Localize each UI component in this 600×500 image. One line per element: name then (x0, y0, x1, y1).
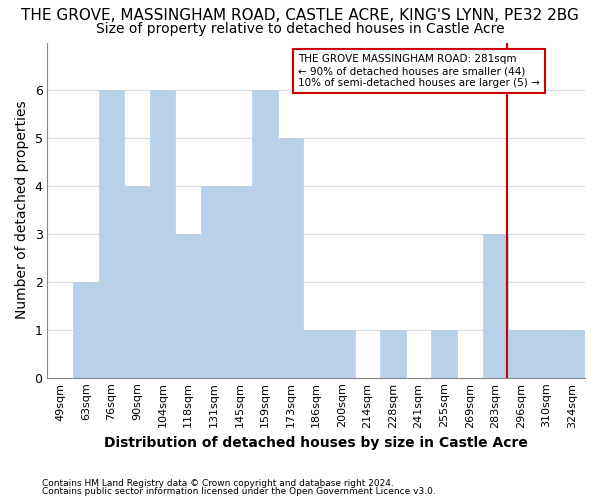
Text: Contains public sector information licensed under the Open Government Licence v3: Contains public sector information licen… (42, 487, 436, 496)
Bar (508, 330, 534, 378)
Text: Contains HM Land Registry data © Crown copyright and database right 2024.: Contains HM Land Registry data © Crown c… (42, 478, 394, 488)
Text: THE GROVE MASSINGHAM ROAD: 281sqm
← 90% of detached houses are smaller (44)
10% : THE GROVE MASSINGHAM ROAD: 281sqm ← 90% … (298, 54, 540, 88)
Y-axis label: Number of detached properties: Number of detached properties (15, 101, 29, 320)
Bar (534, 330, 559, 378)
Bar (227, 186, 252, 378)
Bar (175, 234, 201, 378)
Bar (431, 330, 457, 378)
Bar (559, 330, 585, 378)
Bar (252, 90, 278, 378)
Bar (329, 330, 355, 378)
Bar (124, 186, 150, 378)
Bar (98, 90, 124, 378)
Bar (482, 234, 508, 378)
X-axis label: Distribution of detached houses by size in Castle Acre: Distribution of detached houses by size … (104, 436, 528, 450)
Bar (150, 90, 175, 378)
Bar (201, 186, 227, 378)
Bar (380, 330, 406, 378)
Bar (278, 138, 304, 378)
Bar (73, 282, 98, 378)
Text: THE GROVE, MASSINGHAM ROAD, CASTLE ACRE, KING'S LYNN, PE32 2BG: THE GROVE, MASSINGHAM ROAD, CASTLE ACRE,… (21, 8, 579, 22)
Bar (304, 330, 329, 378)
Text: Size of property relative to detached houses in Castle Acre: Size of property relative to detached ho… (95, 22, 505, 36)
